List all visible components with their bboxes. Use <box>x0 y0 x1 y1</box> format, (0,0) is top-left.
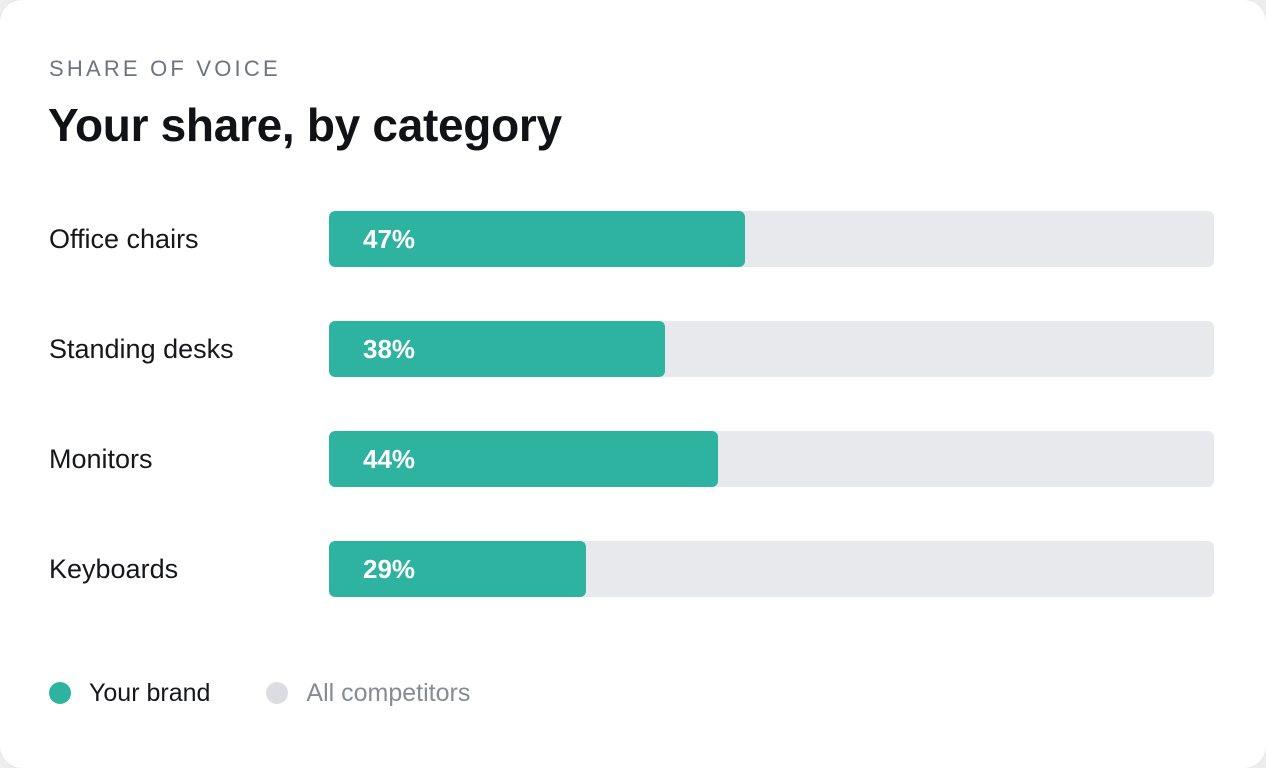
legend-swatch-all-competitors <box>266 682 289 704</box>
category-label-monitors: Monitors <box>49 444 153 474</box>
bar-fill-office-chairs: 47% <box>329 211 745 267</box>
legend-item-your-brand: Your brand <box>49 679 210 708</box>
bar-track-standing-desks: 38% <box>329 321 1214 377</box>
bar-value-label-keyboards: 29% <box>363 554 416 584</box>
bar-fill-keyboards: 29% <box>329 541 586 597</box>
legend-label-your-brand: Your brand <box>89 678 211 707</box>
legend-label-all-competitors: All competitors <box>306 678 471 707</box>
bar-fill-monitors: 44% <box>329 431 719 487</box>
bar-value-label-standing-desks: 38% <box>363 334 416 364</box>
chart-eyebrow: SHARE OF VOICE <box>49 56 281 81</box>
bar-track-office-chairs: 47% <box>329 211 1214 267</box>
bar-track-monitors: 44% <box>329 431 1214 487</box>
bar-track-keyboards: 29% <box>329 541 1214 597</box>
category-label-keyboards: Keyboards <box>49 554 179 584</box>
category-label-office-chairs: Office chairs <box>49 224 199 254</box>
bar-fill-standing-desks: 38% <box>329 321 666 377</box>
category-label-standing-desks: Standing desks <box>49 334 234 364</box>
legend-swatch-your-brand <box>49 682 71 704</box>
chart-title: Your share, by category <box>48 99 562 151</box>
chart-legend: Your brand All competitors <box>49 674 526 712</box>
bar-value-label-monitors: 44% <box>363 444 416 474</box>
bar-value-label-office-chairs: 47% <box>363 224 416 254</box>
legend-item-all-competitors: All competitors <box>266 679 470 708</box>
